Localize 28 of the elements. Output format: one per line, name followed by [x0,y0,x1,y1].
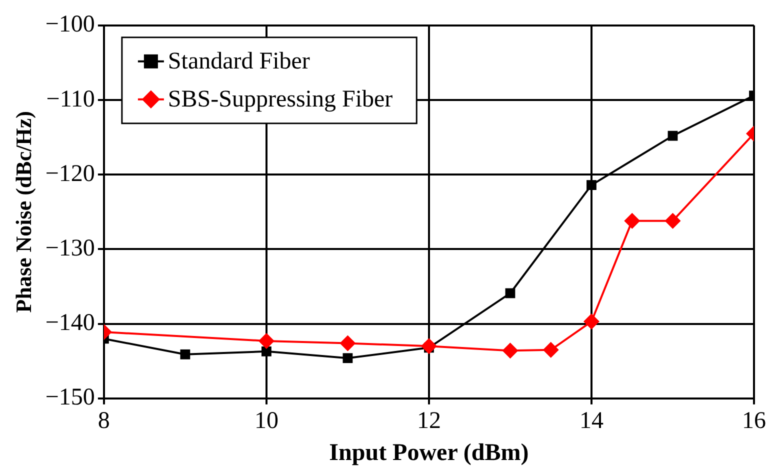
point [542,342,559,358]
x-tick-label: 12 [416,408,441,434]
x-tick-label: 10 [254,408,278,434]
x-tick-label: 14 [579,408,604,434]
point [664,212,681,229]
y-tick-label: −120 [45,160,95,187]
point [342,353,353,364]
x-tick-label: 8 [98,408,110,434]
y-tick-label: −140 [45,310,95,336]
point [258,332,274,349]
y-tick-label: −100 [45,12,95,38]
y-tick-label: −110 [46,86,95,112]
point [180,349,190,360]
y-axis-title: Phase Noise (dBc/Hz) [10,111,36,313]
point [624,212,640,229]
point [586,180,596,190]
point [583,314,600,330]
legend-label: Standard Fiber [168,48,310,75]
point [340,335,356,352]
point [505,288,516,298]
x-tick-label: 16 [742,408,766,434]
point [262,346,272,356]
legend-label: SBS-Suppressing Fiber [168,86,393,113]
y-tick-label: −130 [45,235,95,262]
point [668,130,678,141]
x-axis-title: Input Power (dBm) [329,440,529,466]
y-tick-label: −150 [45,384,95,411]
point [502,342,518,359]
